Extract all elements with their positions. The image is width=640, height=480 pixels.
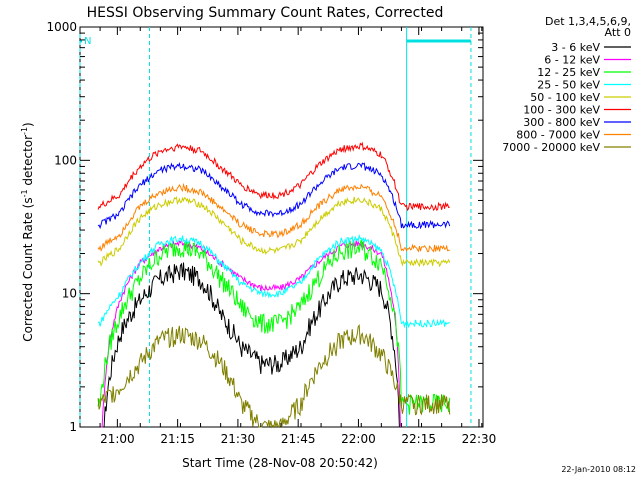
y-tick-label: 1 [69,420,77,434]
legend-entry-label: 25 - 50 keV [537,79,600,92]
y-tick-label: 10 [62,287,77,301]
series-line-8 [97,324,451,429]
series-line-2 [97,239,451,415]
x-tick-label: 21:45 [281,432,316,446]
legend-entry-label: 50 - 100 keV [530,91,600,104]
series-group [97,141,451,429]
legend-entry-label: 7000 - 20000 keV [502,141,600,154]
series-line-3 [97,233,451,329]
series-line-5 [97,141,450,212]
legend-entry-label: 100 - 300 keV [523,104,600,117]
night-marker-label: N [84,36,91,47]
legend-header: Det 1,3,4,5,6,9, [545,15,631,28]
y-tick-label: 100 [54,153,77,167]
x-tick-label: 22:30 [462,432,497,446]
series-line-7 [97,182,450,253]
legend-entry-label: 300 - 800 keV [523,116,600,129]
legend-entry-label: 3 - 6 keV [551,41,600,54]
series-line-4 [97,195,451,268]
series-line-6 [97,162,451,230]
series-line-0 [101,262,401,428]
axes: 21:00 21:15 21:30 21:45 22:00 22:15 22:30 1 10 10… [46,20,496,446]
legend-header: Att 0 [605,26,631,39]
chart-title: HESSI Observing Summary Count Rates, Cor… [87,5,444,21]
y-axis-label: Corrected Count Rate (s-1 detector-1) [20,122,35,341]
legend-entry-label: 6 - 12 keV [544,54,600,67]
x-axis-label: Start Time (28-Nov-08 20:50:42) [182,456,378,470]
footer-timestamp: 22-Jan-2010 08:12 [561,465,636,474]
x-tick-label: 21:30 [221,432,256,446]
x-tick-label: 21:15 [160,432,195,446]
x-tick-label: 22:00 [341,432,376,446]
x-tick-label: 21:00 [100,432,135,446]
night-interval-markers: N [79,27,472,427]
series-line-1 [101,238,401,428]
legend-entry-label: 12 - 25 keV [537,66,600,79]
x-tick-label: 22:15 [401,432,436,446]
y-tick-label: 1000 [46,20,77,34]
legend-entry-label: 800 - 7000 keV [516,129,600,142]
